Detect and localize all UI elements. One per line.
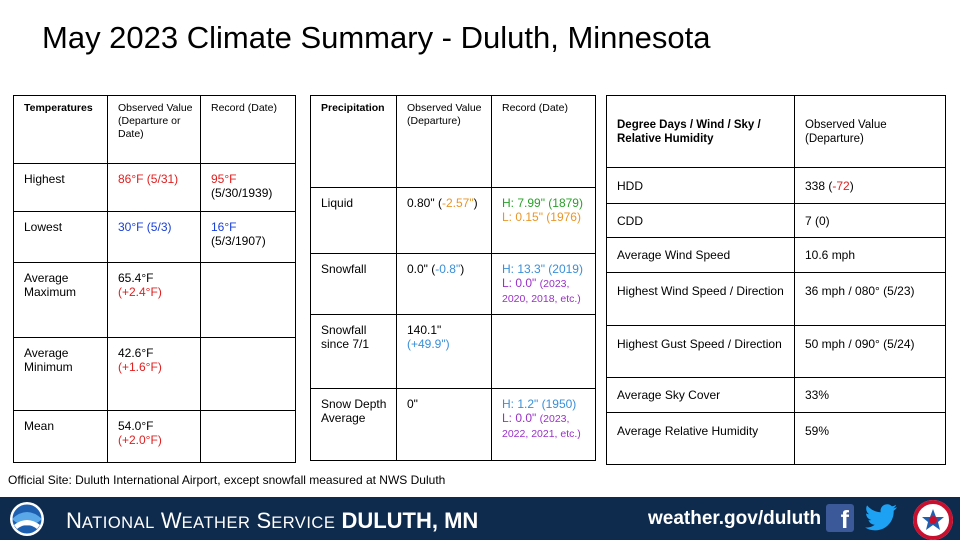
precipitation-header: Precipitation: [310, 95, 397, 188]
snow-depth-record-high: H: 1.2" (1950): [502, 397, 577, 411]
high-wind-label: Highest Wind Speed / Direction: [606, 272, 795, 326]
liquid-record-high: H: 7.99" (1879): [502, 196, 583, 210]
snowfall-since-observed: 140.1" (+49.9"): [396, 314, 492, 389]
lowest-observed: 30°F (5/3): [107, 211, 201, 263]
hdd-observed: 338 (-72): [794, 167, 946, 204]
snow-depth-record: H: 1.2" (1950) L: 0.0" (2023, 2022, 2021,…: [491, 388, 596, 461]
liquid-observed: 0.80" (-2.57"): [396, 187, 492, 254]
snowfall-label: Snowfall: [310, 253, 397, 315]
observed-header: Observed Value (Departure or Date): [107, 95, 201, 164]
degree-days-header: Degree Days / Wind / Sky / Relative Humi…: [606, 95, 795, 168]
mean-departure: (+2.0°F): [118, 433, 162, 447]
record-header: Record (Date): [200, 95, 296, 164]
avg-min-departure: (+1.6°F): [118, 360, 162, 374]
noaa-logo-icon[interactable]: [9, 501, 45, 537]
nws-eather: EATHER: [181, 514, 251, 532]
website-link[interactable]: weather.gov/duluth: [648, 508, 822, 529]
highest-record-date: (5/30/1939): [211, 186, 273, 200]
facebook-letter: f: [840, 506, 849, 534]
facebook-icon[interactable]: f: [826, 504, 854, 534]
snow-depth-record-low: L: 0.0": [502, 411, 537, 425]
highest-record: 95°F (5/30/1939): [200, 163, 296, 212]
liquid-departure: -2.57": [441, 196, 474, 210]
cdd-value: 7 (0): [794, 203, 946, 238]
avg-min-value: 42.6°F (+1.6°F): [107, 337, 201, 411]
snowfall-observed: 0.0" (-0.8"): [396, 253, 492, 315]
avg-min-label: Average Minimum: [13, 337, 108, 411]
temperatures-table: Temperatures Observed Value (Departure o…: [13, 95, 296, 463]
high-gust-label: Highest Gust Speed / Direction: [606, 325, 795, 378]
hdd-value: 338: [805, 178, 826, 193]
rh-value: 59%: [794, 412, 946, 465]
avg-max-departure: (+2.4°F): [118, 285, 162, 299]
snowfall-since-departure: (+49.9"): [407, 337, 450, 351]
nws-w: W: [160, 508, 182, 533]
footer-bar: [0, 497, 960, 540]
mean-label: Mean: [13, 410, 108, 463]
precip-record-header: Record (Date): [491, 95, 596, 188]
snowfall-since-record: [491, 314, 596, 389]
avg-wind-label: Average Wind Speed: [606, 237, 795, 273]
nws-s: S: [256, 508, 272, 533]
snow-depth-record-low-dates: (2023, 2022, 2021, etc.): [502, 413, 581, 440]
nws-city: DULUTH, MN: [341, 508, 479, 533]
nws-wordmark: NATIONAL WEATHER SERVICE DULUTH, MN: [66, 508, 478, 534]
avg-max-value: 65.4°F (+2.4°F): [107, 262, 201, 338]
snowfall-record: H: 13.3" (2019) L: 0.0" (2023, 2020, 2018…: [491, 253, 596, 315]
twitter-icon[interactable]: [864, 504, 898, 532]
nws-logo-icon[interactable]: [910, 497, 956, 540]
snow-depth-value: 0": [396, 388, 492, 461]
nws-n: N: [66, 508, 82, 533]
snowfall-record-low: L: 0.0": [502, 276, 537, 290]
mean-value: 54.0°F (+2.0°F): [107, 410, 201, 463]
liquid-value: 0.80": [407, 196, 435, 210]
mean-record: [200, 410, 296, 463]
nws-ervice: ERVICE: [271, 514, 336, 532]
hdd-label: HDD: [606, 167, 795, 204]
snowfall-record-low-dates: (2023, 2020, 2018, etc.): [502, 278, 581, 305]
avg-max-label: Average Maximum: [13, 262, 108, 338]
avg-max-record: [200, 262, 296, 338]
snowfall-departure: -0.8": [435, 262, 461, 276]
degree-days-table: Degree Days / Wind / Sky / Relative Humi…: [606, 95, 946, 465]
liquid-record-low: L: 0.15" (1976): [502, 210, 581, 224]
precipitation-table: Precipitation Observed Value (Departure)…: [310, 95, 596, 461]
temperatures-header: Temperatures: [13, 95, 108, 164]
snowfall-value: 0.0": [407, 262, 428, 276]
avg-min-record: [200, 337, 296, 411]
footnote: Official Site: Duluth International Airp…: [8, 473, 446, 487]
snowfall-since-value: 140.1": [407, 323, 442, 337]
cdd-label: CDD: [606, 203, 795, 238]
precip-observed-header: Observed Value (Departure): [396, 95, 492, 188]
mean-number: 54.0°F: [118, 419, 154, 433]
liquid-label: Liquid: [310, 187, 397, 254]
highest-label: Highest: [13, 163, 108, 212]
page-title: May 2023 Climate Summary - Duluth, Minne…: [42, 20, 711, 55]
lowest-label: Lowest: [13, 211, 108, 263]
snowfall-record-high: H: 13.3" (2019): [502, 262, 583, 276]
hdd-departure: -72: [832, 178, 850, 193]
snow-depth-label: Snow Depth Average: [310, 388, 397, 461]
avg-min-number: 42.6°F: [118, 346, 154, 360]
highest-record-value: 95°F: [211, 172, 237, 186]
high-wind-value: 36 mph / 080° (5/23): [794, 272, 946, 326]
lowest-record-date: (5/3/1907): [211, 234, 266, 248]
lowest-record: 16°F (5/3/1907): [200, 211, 296, 263]
avg-wind-value: 10.6 mph: [794, 237, 946, 273]
lowest-record-value: 16°F: [211, 220, 237, 234]
snowfall-since-label: Snowfall since 7/1: [310, 314, 397, 389]
nws-ational: ATIONAL: [81, 514, 155, 532]
rh-label: Average Relative Humidity: [606, 412, 795, 465]
sky-value: 33%: [794, 377, 946, 413]
highest-observed: 86°F (5/31): [107, 163, 201, 212]
high-gust-value: 50 mph / 090° (5/24): [794, 325, 946, 378]
degree-observed-header: Observed Value (Departure): [794, 95, 946, 168]
sky-label: Average Sky Cover: [606, 377, 795, 413]
liquid-record: H: 7.99" (1879) L: 0.15" (1976): [491, 187, 596, 254]
avg-max-number: 65.4°F: [118, 271, 154, 285]
